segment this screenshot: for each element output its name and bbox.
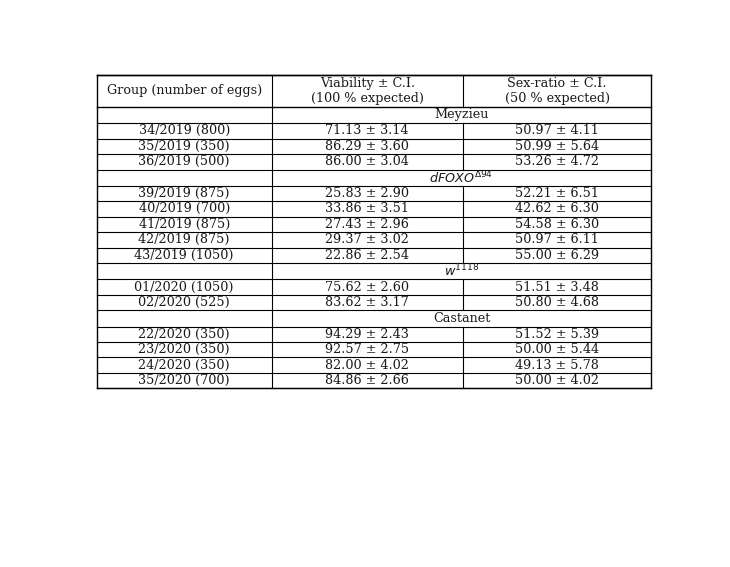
Text: 29.37 ± 3.02: 29.37 ± 3.02 — [326, 234, 409, 247]
Text: 23/2020 (350): 23/2020 (350) — [139, 343, 230, 356]
Text: 43/2019 (1050): 43/2019 (1050) — [134, 249, 234, 262]
Text: 34/2019 (800): 34/2019 (800) — [139, 124, 230, 137]
Text: $\mathit{dFOXO}^{\mathit{\Delta}94}$: $\mathit{dFOXO}^{\mathit{\Delta}94}$ — [429, 170, 493, 186]
Text: 35/2019 (350): 35/2019 (350) — [139, 140, 230, 153]
Text: 86.00 ± 3.04: 86.00 ± 3.04 — [326, 155, 409, 168]
Text: 71.13 ± 3.14: 71.13 ± 3.14 — [326, 124, 409, 137]
Text: 01/2020 (1050): 01/2020 (1050) — [134, 281, 234, 294]
Text: 49.13 ± 5.78: 49.13 ± 5.78 — [515, 359, 599, 372]
Text: 51.51 ± 3.48: 51.51 ± 3.48 — [515, 281, 599, 294]
Text: 22.86 ± 2.54: 22.86 ± 2.54 — [325, 249, 410, 262]
Text: 33.86 ± 3.51: 33.86 ± 3.51 — [326, 202, 409, 215]
Text: 94.29 ± 2.43: 94.29 ± 2.43 — [326, 328, 409, 341]
Text: 41/2019 (875): 41/2019 (875) — [139, 218, 230, 231]
Text: 50.97 ± 6.11: 50.97 ± 6.11 — [515, 234, 599, 247]
Text: 52.21 ± 6.51: 52.21 ± 6.51 — [515, 187, 599, 200]
Text: 24/2020 (350): 24/2020 (350) — [139, 359, 230, 372]
Text: 50.80 ± 4.68: 50.80 ± 4.68 — [515, 296, 599, 309]
Text: 55.00 ± 6.29: 55.00 ± 6.29 — [515, 249, 599, 262]
Text: 27.43 ± 2.96: 27.43 ± 2.96 — [326, 218, 409, 231]
Text: 42.62 ± 6.30: 42.62 ± 6.30 — [515, 202, 599, 215]
Text: 39/2019 (875): 39/2019 (875) — [139, 187, 230, 200]
Text: 82.00 ± 4.02: 82.00 ± 4.02 — [326, 359, 409, 372]
Text: 51.52 ± 5.39: 51.52 ± 5.39 — [515, 328, 599, 341]
Text: 02/2020 (525): 02/2020 (525) — [139, 296, 230, 309]
Text: 54.58 ± 6.30: 54.58 ± 6.30 — [515, 218, 599, 231]
Text: 22/2020 (350): 22/2020 (350) — [139, 328, 230, 341]
Text: 25.83 ± 2.90: 25.83 ± 2.90 — [325, 187, 410, 200]
Text: Group (number of eggs): Group (number of eggs) — [107, 84, 262, 98]
Text: 92.57 ± 2.75: 92.57 ± 2.75 — [325, 343, 410, 356]
Text: 50.00 ± 5.44: 50.00 ± 5.44 — [515, 343, 599, 356]
Text: 50.99 ± 5.64: 50.99 ± 5.64 — [515, 140, 599, 153]
Text: 40/2019 (700): 40/2019 (700) — [139, 202, 230, 215]
Text: $\mathit{w}^{\mathit{1118}}$: $\mathit{w}^{\mathit{1118}}$ — [444, 263, 479, 280]
Text: Viability ± C.I.
(100 % expected): Viability ± C.I. (100 % expected) — [311, 77, 423, 105]
Text: Meyzieu: Meyzieu — [434, 108, 488, 121]
Text: 84.86 ± 2.66: 84.86 ± 2.66 — [326, 374, 409, 387]
Text: 75.62 ± 2.60: 75.62 ± 2.60 — [325, 281, 410, 294]
Text: 42/2019 (875): 42/2019 (875) — [139, 234, 230, 247]
Text: 83.62 ± 3.17: 83.62 ± 3.17 — [326, 296, 409, 309]
Text: 86.29 ± 3.60: 86.29 ± 3.60 — [326, 140, 409, 153]
Text: 36/2019 (500): 36/2019 (500) — [139, 155, 230, 168]
Text: Sex-ratio ± C.I.
(50 % expected): Sex-ratio ± C.I. (50 % expected) — [504, 77, 610, 105]
Text: 53.26 ± 4.72: 53.26 ± 4.72 — [515, 155, 599, 168]
Text: Castanet: Castanet — [433, 312, 490, 325]
Text: 50.97 ± 4.11: 50.97 ± 4.11 — [515, 124, 599, 137]
Text: 35/2020 (700): 35/2020 (700) — [139, 374, 230, 387]
Text: 50.00 ± 4.02: 50.00 ± 4.02 — [515, 374, 599, 387]
